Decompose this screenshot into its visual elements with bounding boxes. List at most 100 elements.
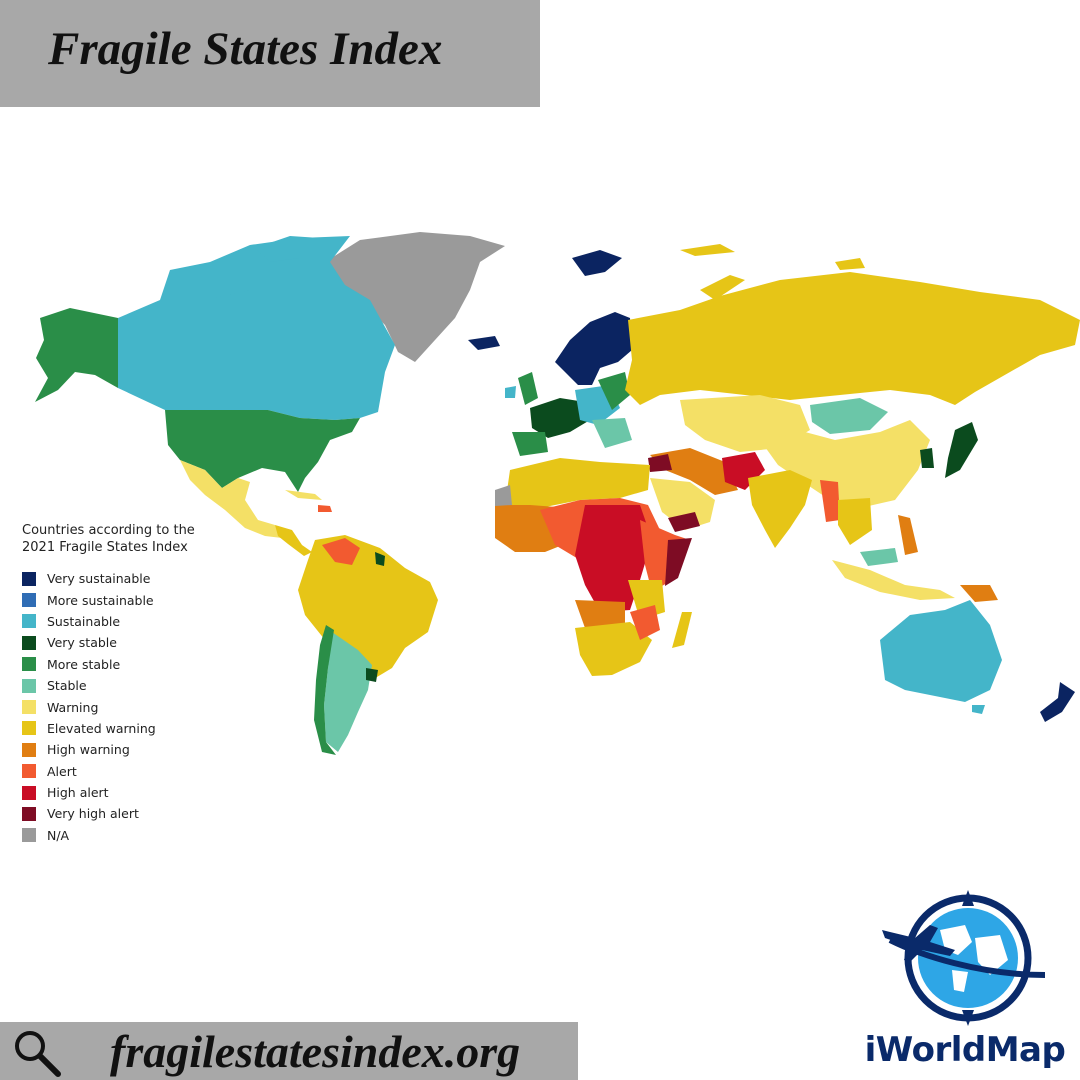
india [748,470,812,548]
scandinavia [555,312,632,385]
new-zealand [1040,682,1075,722]
horn-africa [640,520,690,592]
iceland [468,336,500,350]
legend-label: N/A [47,827,70,843]
legend-item: More stable [22,654,252,675]
australia [880,600,1002,702]
arctic-islands [680,244,865,270]
caribbean [285,490,322,500]
legend-item: Sustainable [22,611,252,632]
legend-label: More stable [47,656,121,672]
legend-swatch [22,721,36,736]
legend-label: Very sustainable [47,571,151,587]
legend-label: Warning [47,699,99,715]
legend-swatch [22,828,36,843]
angola [575,600,625,628]
legend-items: Very sustainable More sustainable Sustaina… [22,568,252,846]
legend-swatch [22,614,36,629]
venezuela [322,538,360,565]
somalia [665,538,692,586]
mozambique [630,605,660,640]
iberia [512,432,548,456]
legend-item: Warning [22,696,252,717]
guyana [375,552,385,566]
legend-swatch [22,806,36,821]
legend-swatch [22,657,36,672]
central-america [275,525,312,556]
legend-label: Sustainable [47,613,121,629]
russia [625,272,1080,405]
balkans [592,418,632,448]
korea [920,448,934,468]
eastern-europe [598,372,630,410]
url-banner: fragilestatesindex.org [0,1022,578,1080]
legend-item: High alert [22,782,252,803]
legend-swatch [22,593,36,608]
greenland [325,232,505,362]
indonesia [832,560,955,600]
legend-label: Alert [47,763,77,779]
iworldmap-logo: iWorldMap [860,880,1070,1080]
page-title: Fragile States Index [48,23,443,75]
legend-swatch [22,700,36,715]
svalbard [572,250,622,276]
southern-africa [575,622,652,676]
logo-text: iWorldMap [864,1030,1066,1070]
map-legend: Countries according to the 2021 Fragile … [22,522,252,846]
legend-item: More sustainable [22,589,252,610]
legend-swatch [22,678,36,693]
uruguay [366,668,378,682]
legend-label: High warning [47,742,130,758]
png [960,585,998,602]
argentina [324,632,372,752]
mexico [180,460,282,538]
canada [118,236,395,420]
alaska [35,308,118,402]
legend-label: More sustainable [47,592,154,608]
legend-swatch [22,635,36,650]
legend-item: Very high alert [22,803,252,824]
china [760,420,930,508]
legend-item: Very sustainable [22,568,252,589]
yemen [668,512,700,532]
canada-islands [200,236,320,298]
chile [314,625,336,755]
legend-item: Very stable [22,632,252,653]
legend-swatch [22,742,36,757]
north-africa [505,458,650,508]
legend-label: Very stable [47,635,117,651]
globe-plane-icon [882,890,1046,1026]
malaysia [860,548,898,566]
middle-east [650,448,738,495]
myanmar [820,480,840,522]
legend-swatch [22,571,36,586]
legend-label: High alert [47,785,109,801]
tasmania [972,705,985,714]
legend-title: Countries according to the 2021 Fragile … [22,523,195,555]
search-icon [15,1031,61,1077]
legend-item: N/A [22,825,252,846]
philippines [898,515,918,555]
legend-item: Stable [22,675,252,696]
legend-label: Very high alert [47,806,139,822]
usa [165,410,360,492]
syria [648,454,672,472]
uk [518,372,538,405]
western-europe [530,398,590,438]
novaya-zemlya [700,275,745,300]
mongolia [810,398,888,434]
legend-item: Elevated warning [22,718,252,739]
japan [945,422,978,478]
legend-swatch [22,785,36,800]
western-sahara [495,485,512,506]
legend-item: Alert [22,761,252,782]
madagascar [672,612,692,648]
legend-label: Stable [47,678,87,694]
legend-swatch [22,764,36,779]
website-url[interactable]: fragilestatesindex.org [110,1026,521,1077]
se-asia [838,498,872,545]
arabia [650,478,715,530]
legend-item: High warning [22,739,252,760]
legend-label: Elevated warning [47,720,156,736]
